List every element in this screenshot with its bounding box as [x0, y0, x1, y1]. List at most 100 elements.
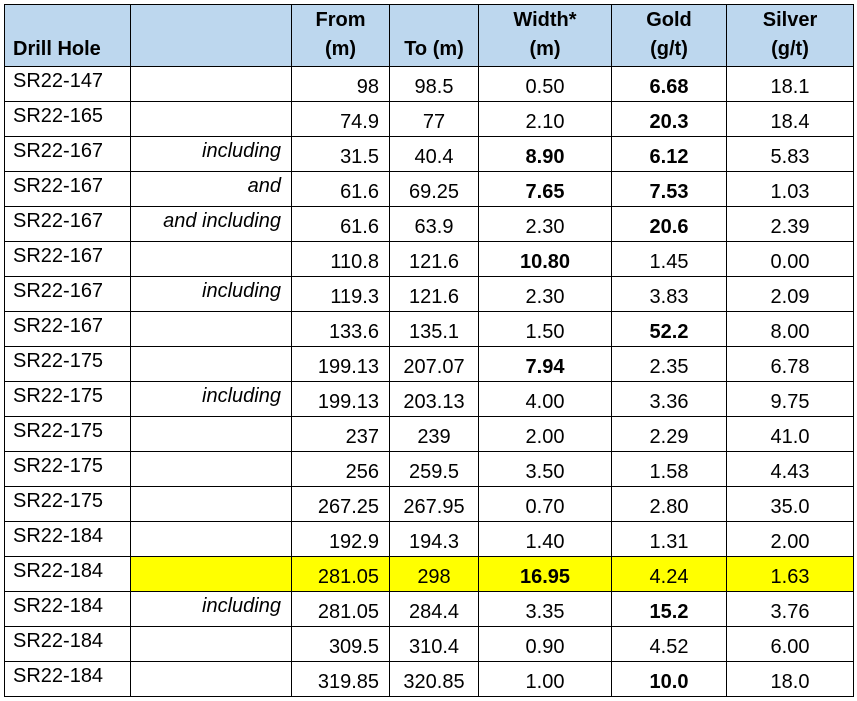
- from-cell: 199.13: [291, 346, 390, 382]
- table-row: SR22-184 319.85 320.85 1.00 10.0 18.0: [4, 661, 854, 697]
- gold-cell: 52.2: [611, 311, 727, 347]
- drill-hole-cell: SR22-175: [4, 451, 131, 487]
- silver-cell: 2.39: [726, 206, 854, 242]
- gold-cell: 2.29: [611, 416, 727, 452]
- silver-cell: 1.63: [726, 556, 854, 592]
- width-cell: 0.50: [478, 66, 612, 102]
- drill-hole-cell: SR22-167: [4, 276, 131, 312]
- from-cell: 119.3: [291, 276, 390, 312]
- drill-hole-cell: SR22-175: [4, 416, 131, 452]
- from-cell: 192.9: [291, 521, 390, 557]
- qualifier-cell: [130, 486, 292, 522]
- to-cell: 63.9: [389, 206, 479, 242]
- header-silver: Silver (g/t): [726, 4, 854, 67]
- to-cell: 135.1: [389, 311, 479, 347]
- gold-cell: 6.12: [611, 136, 727, 172]
- gold-cell: 15.2: [611, 591, 727, 627]
- width-cell: 2.30: [478, 206, 612, 242]
- table-row: SR22-184 192.9 194.3 1.40 1.31 2.00: [4, 521, 854, 557]
- silver-cell: 2.00: [726, 521, 854, 557]
- qualifier-cell: [130, 241, 292, 277]
- to-cell: 284.4: [389, 591, 479, 627]
- header-to: To (m): [389, 4, 479, 67]
- table-row: SR22-147 98 98.5 0.50 6.68 18.1: [4, 66, 854, 102]
- silver-cell: 35.0: [726, 486, 854, 522]
- drill-hole-cell: SR22-184: [4, 556, 131, 592]
- header-silver-line1: Silver: [762, 9, 818, 31]
- table-row: SR22-165 74.9 77 2.10 20.3 18.4: [4, 101, 854, 137]
- silver-cell: 41.0: [726, 416, 854, 452]
- table-row: SR22-175 including 199.13 203.13 4.00 3.36 9.7…: [4, 381, 854, 417]
- qualifier-cell: and: [130, 171, 292, 207]
- to-cell: 298: [389, 556, 479, 592]
- to-cell: 40.4: [389, 136, 479, 172]
- width-cell: 0.90: [478, 626, 612, 662]
- width-cell: 16.95: [478, 556, 612, 592]
- drill-hole-cell: SR22-184: [4, 591, 131, 627]
- table-row: SR22-175 199.13 207.07 7.94 2.35 6.78: [4, 346, 854, 382]
- drill-hole-cell: SR22-167: [4, 241, 131, 277]
- to-cell: 98.5: [389, 66, 479, 102]
- from-cell: 31.5: [291, 136, 390, 172]
- drill-hole-cell: SR22-175: [4, 486, 131, 522]
- qualifier-cell: [130, 521, 292, 557]
- header-gold-line2: (g/t): [650, 38, 688, 60]
- qualifier-cell: [130, 661, 292, 697]
- qualifier-cell: including: [130, 591, 292, 627]
- silver-cell: 5.83: [726, 136, 854, 172]
- silver-cell: 18.4: [726, 101, 854, 137]
- table-row: SR22-167 including 31.5 40.4 8.90 6.12 5.83: [4, 136, 854, 172]
- from-cell: 281.05: [291, 591, 390, 627]
- to-cell: 203.13: [389, 381, 479, 417]
- to-cell: 77: [389, 101, 479, 137]
- drill-hole-cell: SR22-184: [4, 521, 131, 557]
- to-cell: 121.6: [389, 241, 479, 277]
- from-cell: 309.5: [291, 626, 390, 662]
- qualifier-cell: and including: [130, 206, 292, 242]
- width-cell: 0.70: [478, 486, 612, 522]
- to-cell: 267.95: [389, 486, 479, 522]
- header-from: From (m): [291, 4, 390, 67]
- header-from-line1: From: [315, 9, 366, 31]
- header-gold-line1: Gold: [646, 9, 692, 31]
- from-cell: 110.8: [291, 241, 390, 277]
- silver-cell: 18.1: [726, 66, 854, 102]
- table-row: SR22-184 281.05 298 16.95 4.24 1.63: [4, 556, 854, 592]
- table-row: SR22-175 267.25 267.95 0.70 2.80 35.0: [4, 486, 854, 522]
- width-cell: 3.50: [478, 451, 612, 487]
- from-cell: 61.6: [291, 206, 390, 242]
- drill-hole-cell: SR22-175: [4, 381, 131, 417]
- width-cell: 3.35: [478, 591, 612, 627]
- header-gold: Gold (g/t): [611, 4, 727, 67]
- from-cell: 74.9: [291, 101, 390, 137]
- drill-hole-cell: SR22-184: [4, 661, 131, 697]
- width-cell: 1.50: [478, 311, 612, 347]
- drill-hole-cell: SR22-167: [4, 171, 131, 207]
- silver-cell: 2.09: [726, 276, 854, 312]
- drill-hole-cell: SR22-167: [4, 311, 131, 347]
- width-cell: 2.00: [478, 416, 612, 452]
- to-cell: 69.25: [389, 171, 479, 207]
- qualifier-cell: [130, 556, 292, 592]
- width-cell: 7.65: [478, 171, 612, 207]
- silver-cell: 9.75: [726, 381, 854, 417]
- from-cell: 319.85: [291, 661, 390, 697]
- to-cell: 320.85: [389, 661, 479, 697]
- width-cell: 2.10: [478, 101, 612, 137]
- silver-cell: 8.00: [726, 311, 854, 347]
- gold-cell: 7.53: [611, 171, 727, 207]
- qualifier-cell: including: [130, 381, 292, 417]
- table-row: SR22-184 309.5 310.4 0.90 4.52 6.00: [4, 626, 854, 662]
- drill-hole-cell: SR22-167: [4, 206, 131, 242]
- gold-cell: 1.31: [611, 521, 727, 557]
- qualifier-cell: [130, 311, 292, 347]
- gold-cell: 3.83: [611, 276, 727, 312]
- header-width: Width* (m): [478, 4, 612, 67]
- to-cell: 121.6: [389, 276, 479, 312]
- qualifier-cell: [130, 416, 292, 452]
- qualifier-cell: [130, 66, 292, 102]
- to-cell: 194.3: [389, 521, 479, 557]
- qualifier-cell: [130, 101, 292, 137]
- from-cell: 199.13: [291, 381, 390, 417]
- to-cell: 310.4: [389, 626, 479, 662]
